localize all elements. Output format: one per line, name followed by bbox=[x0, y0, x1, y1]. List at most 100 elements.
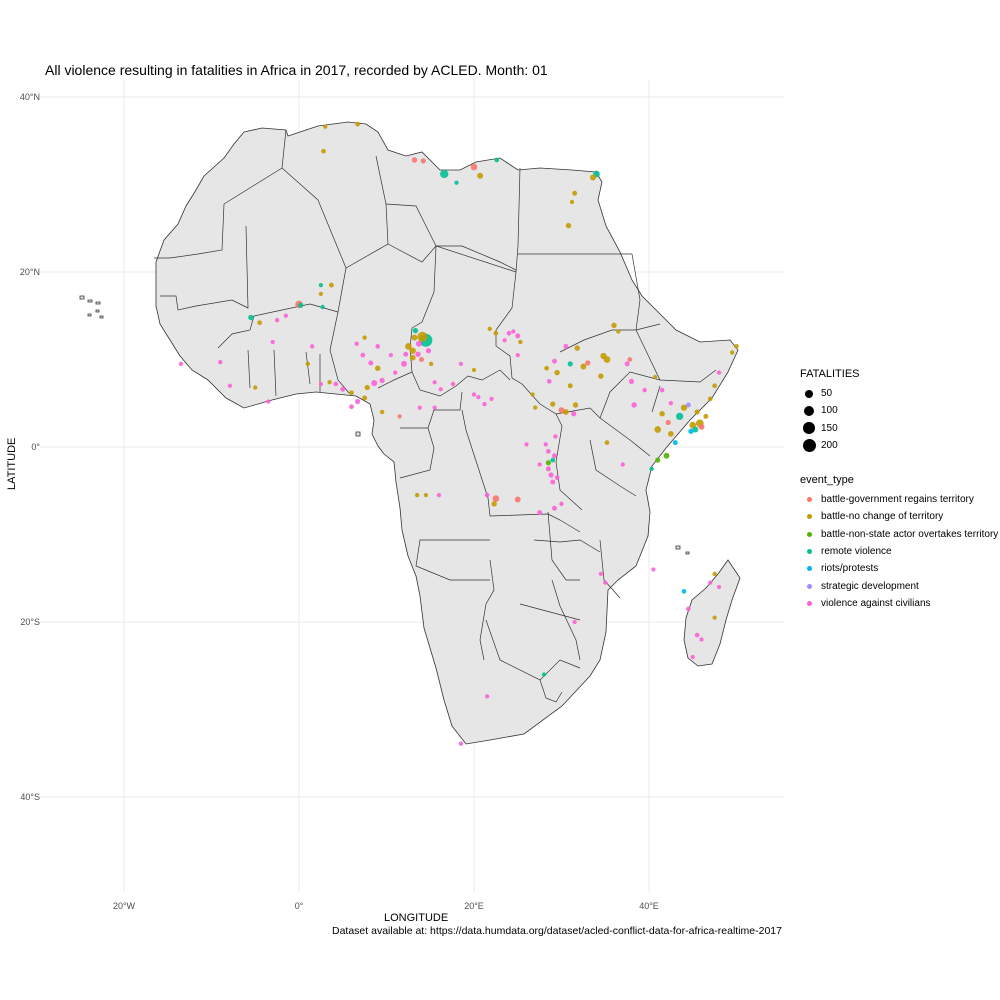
border-line bbox=[273, 349, 277, 397]
event-point bbox=[362, 395, 368, 401]
event-point bbox=[603, 356, 611, 363]
event-point bbox=[515, 353, 520, 358]
event-point bbox=[550, 479, 556, 485]
event-point bbox=[506, 330, 512, 336]
color-legend-item: violence against civilians bbox=[800, 595, 998, 612]
event-point bbox=[354, 341, 359, 346]
event-point bbox=[616, 329, 621, 334]
event-point bbox=[420, 158, 426, 164]
event-point bbox=[257, 320, 262, 326]
event-point bbox=[712, 571, 717, 577]
event-point bbox=[471, 367, 477, 373]
event-point bbox=[476, 395, 481, 400]
event-point bbox=[694, 409, 700, 415]
event-point bbox=[393, 370, 398, 375]
event-point bbox=[428, 361, 434, 367]
event-point bbox=[327, 380, 332, 385]
event-point bbox=[458, 741, 464, 746]
event-point bbox=[642, 387, 647, 393]
event-point bbox=[631, 402, 637, 408]
border-line bbox=[436, 245, 517, 271]
event-point bbox=[309, 344, 315, 349]
color-legend-key bbox=[800, 514, 818, 520]
event-point bbox=[491, 501, 497, 507]
color-legend-key bbox=[800, 583, 818, 589]
event-point bbox=[471, 392, 477, 397]
event-point bbox=[685, 402, 691, 408]
color-legend-dot bbox=[806, 583, 812, 589]
size-legend-dot bbox=[803, 422, 815, 435]
y-tick-label: 20°S bbox=[20, 617, 40, 627]
event-point bbox=[417, 331, 428, 342]
size-legend-item: 200 bbox=[800, 437, 860, 454]
x-axis-label: LONGITUDE bbox=[384, 912, 449, 924]
event-point bbox=[563, 343, 569, 349]
africa-land bbox=[79, 121, 741, 745]
size-legend-key bbox=[800, 422, 818, 435]
x-tick-label: 0° bbox=[295, 901, 304, 911]
event-point bbox=[328, 282, 334, 288]
event-point bbox=[567, 361, 573, 367]
event-point bbox=[436, 493, 442, 498]
event-point bbox=[419, 357, 424, 362]
event-point bbox=[598, 571, 603, 576]
event-point bbox=[545, 466, 551, 472]
event-point bbox=[698, 423, 705, 430]
size-legend-title: FATALITIES bbox=[800, 368, 860, 380]
y-tick-label: 40°S bbox=[20, 792, 40, 802]
event-point bbox=[690, 654, 695, 660]
event-point bbox=[417, 405, 422, 410]
x-tick-label: 40°E bbox=[639, 901, 659, 911]
border-line bbox=[154, 203, 225, 259]
event-point bbox=[655, 457, 661, 463]
event-point bbox=[572, 402, 579, 408]
event-point bbox=[734, 344, 739, 349]
border-line bbox=[599, 371, 661, 419]
border-line bbox=[385, 167, 521, 273]
event-point bbox=[574, 345, 580, 351]
event-point bbox=[440, 169, 449, 179]
event-point bbox=[492, 495, 500, 502]
event-point bbox=[552, 505, 557, 511]
color-legend-item: battle-non-state actor overtakes territo… bbox=[800, 526, 998, 543]
event-point bbox=[349, 390, 354, 396]
size-legend-item: 100 bbox=[800, 402, 860, 419]
event-point bbox=[537, 462, 542, 467]
border-line bbox=[521, 383, 583, 511]
event-point bbox=[409, 354, 416, 361]
border-line bbox=[495, 271, 523, 385]
color-legend-key bbox=[800, 600, 818, 606]
event-point bbox=[403, 351, 409, 357]
event-point bbox=[489, 396, 494, 401]
event-point bbox=[708, 580, 713, 585]
event-point bbox=[554, 475, 560, 480]
event-point bbox=[628, 378, 635, 384]
event-point bbox=[543, 442, 548, 447]
event-point bbox=[362, 335, 367, 340]
event-point bbox=[675, 412, 684, 421]
event-point bbox=[585, 360, 591, 366]
event-point bbox=[654, 426, 662, 433]
event-point bbox=[425, 348, 432, 354]
event-point bbox=[546, 379, 552, 384]
event-point bbox=[524, 442, 529, 447]
event-point bbox=[665, 419, 671, 426]
color-legend-label: remote violence bbox=[821, 546, 892, 558]
event-point bbox=[511, 329, 516, 334]
color-legend-item: battle-no change of territory bbox=[800, 508, 998, 525]
event-point bbox=[340, 386, 346, 392]
event-point bbox=[405, 343, 412, 350]
border-line bbox=[559, 323, 661, 353]
event-point bbox=[178, 361, 183, 366]
event-point bbox=[569, 199, 575, 205]
event-point bbox=[703, 413, 709, 419]
color-legend-item: strategic development bbox=[800, 577, 998, 594]
event-point bbox=[712, 383, 717, 389]
event-point bbox=[487, 326, 492, 332]
country-borders bbox=[154, 129, 717, 703]
event-point bbox=[248, 314, 254, 321]
event-point bbox=[546, 449, 551, 454]
event-point bbox=[368, 360, 374, 366]
africa-mainland bbox=[155, 121, 739, 745]
